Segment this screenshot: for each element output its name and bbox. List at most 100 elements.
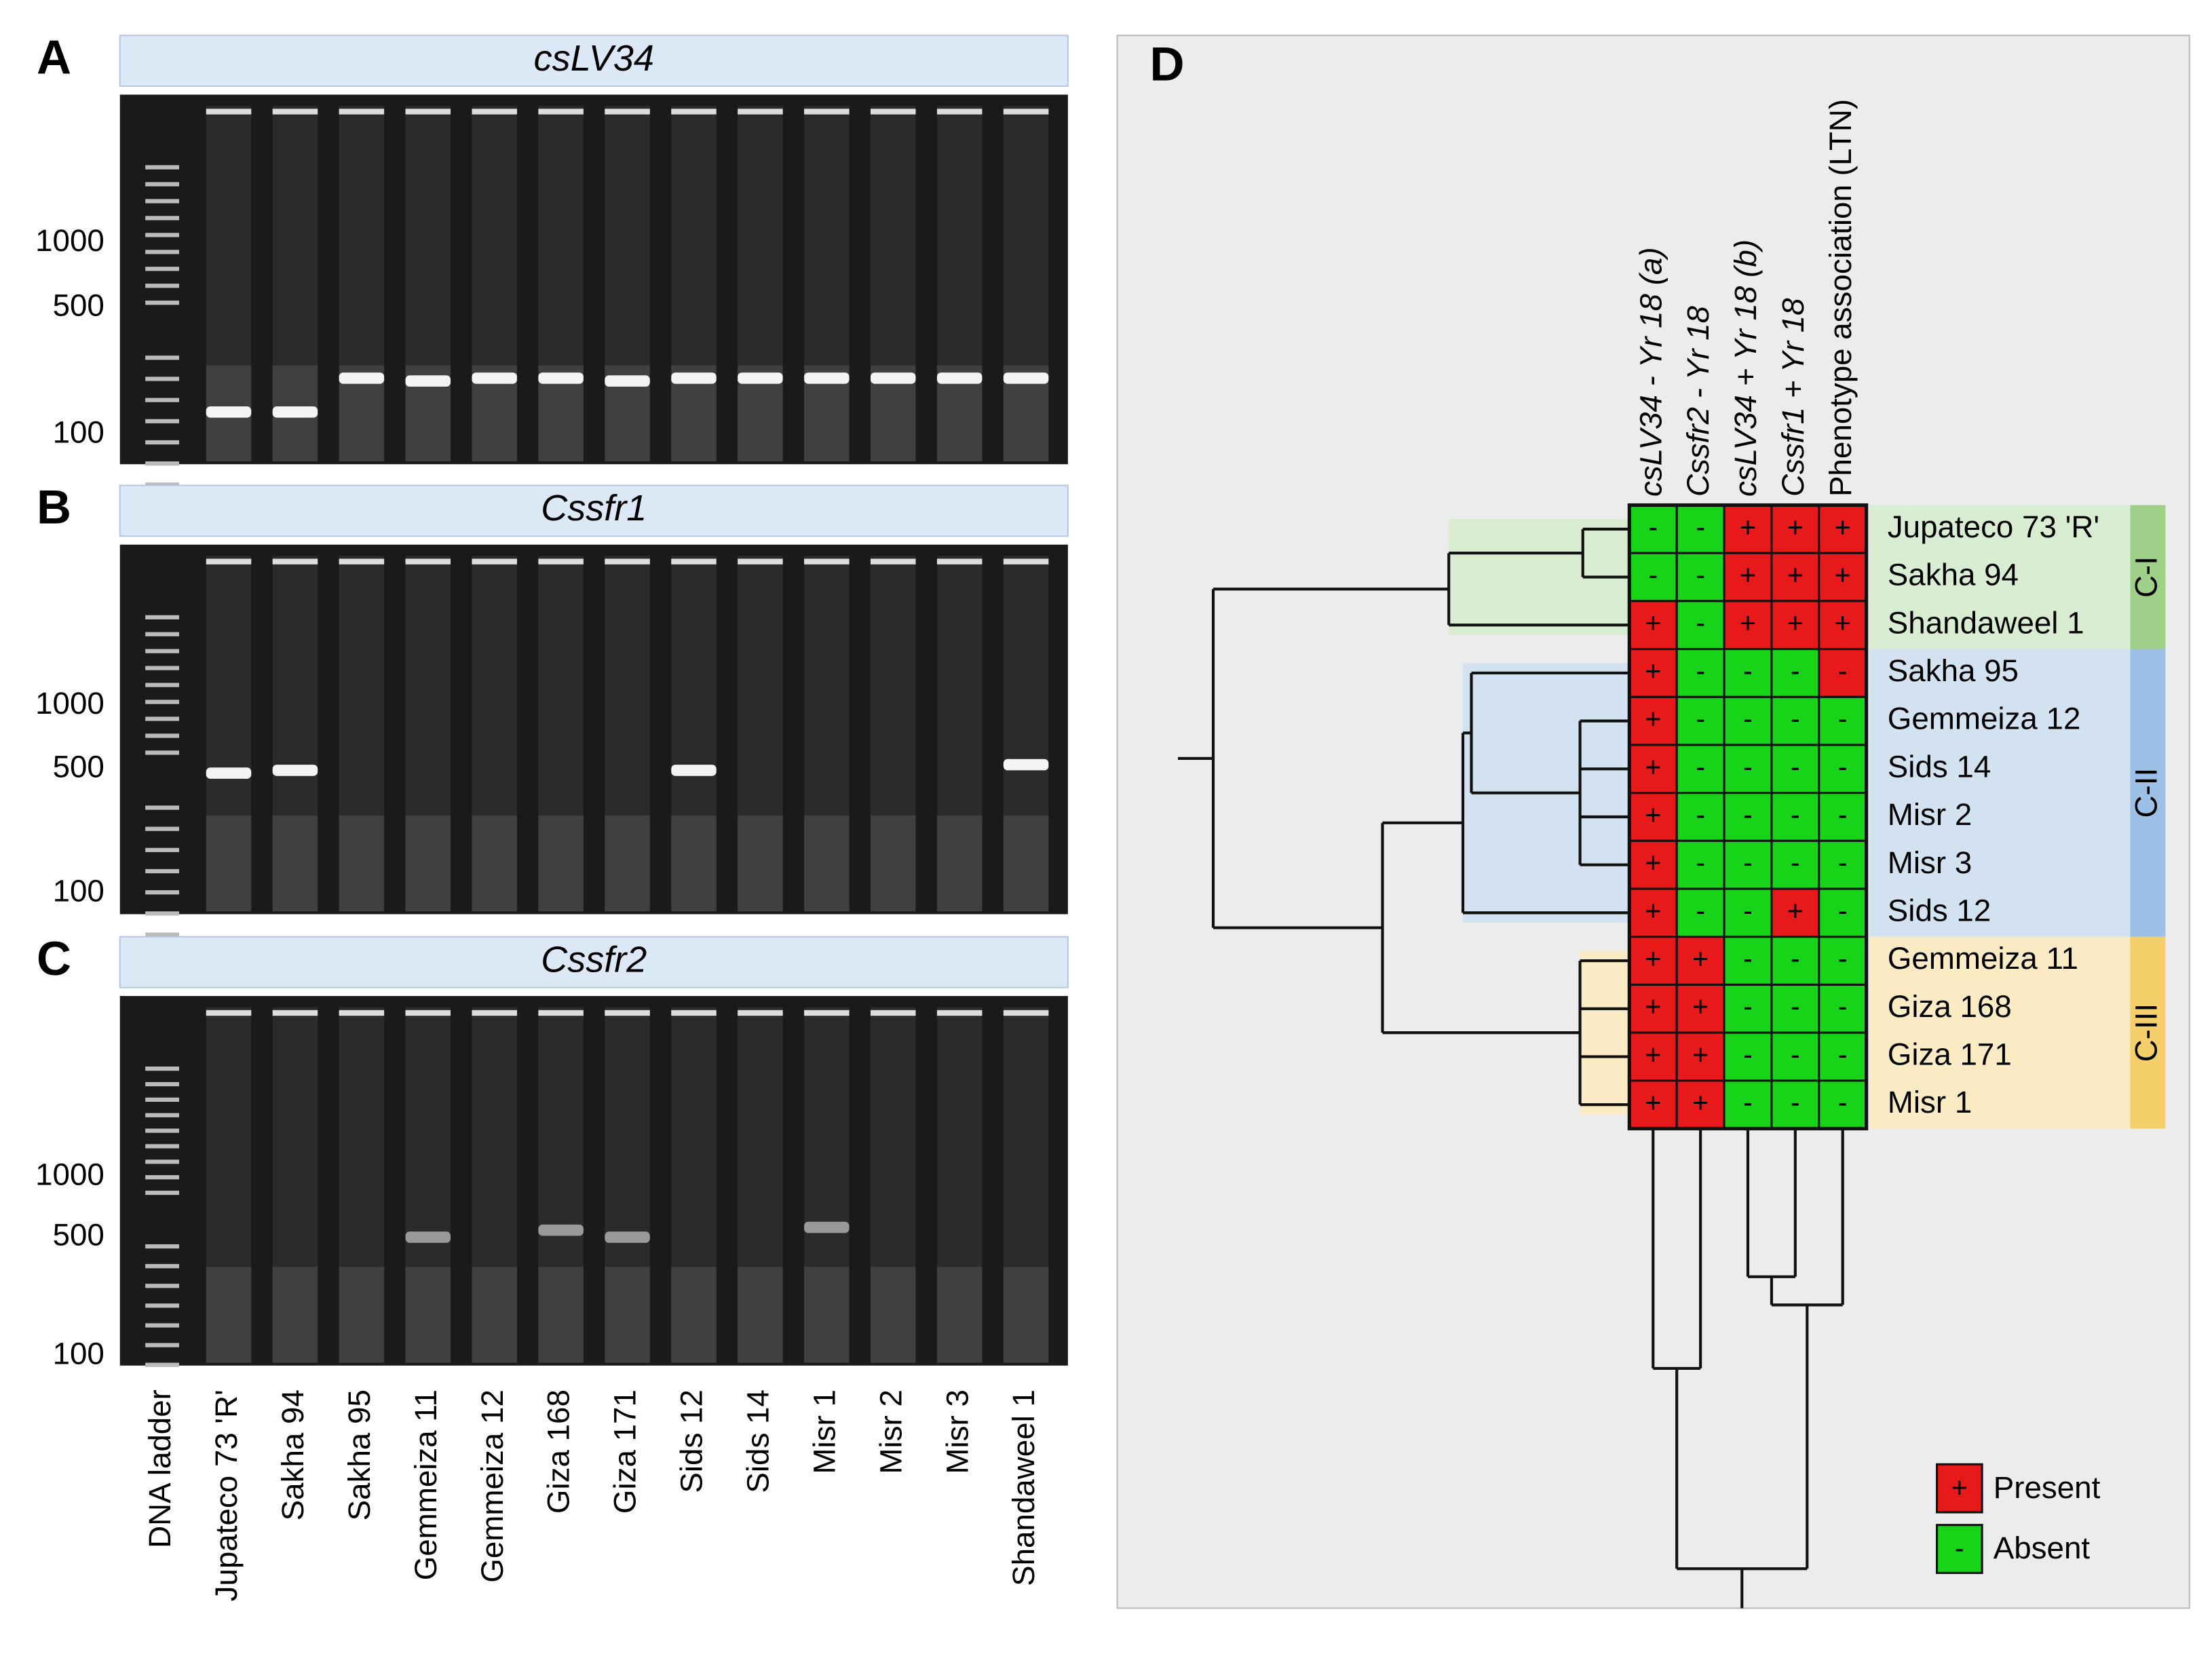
cluster-strip <box>2130 936 2166 1129</box>
cell-sign: - <box>1743 750 1753 782</box>
cell-sign: - <box>1648 511 1658 543</box>
gel-smear <box>871 815 916 912</box>
ladder-label: 100 <box>53 415 104 450</box>
gel-well <box>538 558 584 564</box>
cluster-label: C-II <box>2129 768 2164 818</box>
lane-label: Giza 168 <box>541 1389 576 1514</box>
heatmap-cell <box>1628 792 1678 842</box>
gel-smear <box>538 815 584 912</box>
cell-sign: + <box>1645 703 1661 735</box>
ladder-band <box>145 377 180 381</box>
gel-band <box>1003 759 1049 771</box>
gel-band <box>538 1224 584 1236</box>
row-label: Giza 171 <box>1888 1037 2012 1072</box>
column-label: csLV34 + Yr 18 (b) <box>1728 239 1763 497</box>
legend-sign: - <box>1955 1532 1964 1564</box>
title-bar <box>119 35 1069 88</box>
legend-swatch <box>1936 1463 1983 1514</box>
ladder-label: 100 <box>53 1336 104 1370</box>
lane-label: DNA ladder <box>142 1389 177 1548</box>
title-bar <box>119 484 1069 537</box>
gel-smear <box>671 1267 717 1363</box>
ladder-band <box>145 440 180 445</box>
gel-band <box>804 372 850 384</box>
ladder-band <box>145 267 180 271</box>
gel-well <box>1003 558 1049 564</box>
cluster-band <box>1869 649 2131 937</box>
cell-sign: + <box>1645 847 1661 879</box>
lane-label: Sids 14 <box>740 1389 775 1493</box>
cell-sign: - <box>1743 1038 1753 1070</box>
ladder-band <box>145 1159 180 1164</box>
cell-sign: + <box>1645 942 1661 974</box>
gel-smear <box>936 815 983 912</box>
gel-band <box>405 375 451 387</box>
gel-image <box>119 996 1068 1366</box>
ladder-band <box>145 1323 180 1328</box>
ladder-band <box>145 1067 180 1071</box>
cell-sign: + <box>1645 655 1661 687</box>
ladder-band <box>145 284 180 288</box>
heatmap-cell <box>1723 1079 1773 1130</box>
gel-band <box>206 406 252 418</box>
cell-sign: + <box>1645 607 1661 638</box>
row-label: Misr 3 <box>1888 845 1972 880</box>
row-label: Sids 14 <box>1888 749 1991 784</box>
ladder-band <box>145 1264 180 1269</box>
gel-well <box>871 109 916 115</box>
cell-sign: + <box>1692 942 1709 974</box>
cell-sign: + <box>1692 1038 1709 1070</box>
cell-sign: - <box>1838 750 1848 782</box>
heatmap-cell <box>1723 600 1773 651</box>
gel-smear <box>605 1267 650 1363</box>
ladder-band <box>145 1128 180 1133</box>
cell-sign: - <box>1743 942 1753 974</box>
gel-well <box>738 558 783 564</box>
row-label: Misr 1 <box>1888 1085 1972 1119</box>
ladder-label: 500 <box>53 749 104 784</box>
ladder-band <box>145 250 180 254</box>
cell-sign: + <box>1740 559 1756 591</box>
cell-sign: + <box>1835 607 1851 638</box>
heatmap-cell <box>1723 744 1773 794</box>
row-label: Sakha 94 <box>1888 558 2019 592</box>
cell-sign: - <box>1696 607 1705 638</box>
ladder-band <box>145 615 180 619</box>
row-label: Sakha 95 <box>1888 653 2019 688</box>
column-label: Phenotype association (LTN) <box>1823 99 1858 497</box>
ladder-band <box>145 1343 180 1347</box>
gel-band <box>472 372 517 384</box>
panel-letter: D <box>1149 37 1184 91</box>
lane-label: Jupateco 73 'R' <box>209 1389 244 1601</box>
gel-smear <box>871 1267 916 1363</box>
ladder-band <box>145 750 180 755</box>
ladder-band <box>145 199 180 204</box>
row-label: Misr 2 <box>1888 797 1972 832</box>
gel-well <box>804 109 850 115</box>
ladder-band <box>145 716 180 721</box>
lane-label: Misr 2 <box>873 1389 908 1474</box>
cell-sign: + <box>1645 1086 1661 1118</box>
gel-well <box>871 558 916 564</box>
ladder-band <box>145 683 180 687</box>
ladder-band <box>145 356 180 360</box>
cell-sign: - <box>1838 847 1848 879</box>
row-label: Sids 12 <box>1888 893 1991 927</box>
cell-sign: - <box>1791 703 1800 735</box>
lane-label: Misr 1 <box>807 1389 841 1474</box>
gel-well <box>1003 1010 1049 1016</box>
heatmap-cell <box>1770 1079 1820 1130</box>
ladder-band <box>145 1244 180 1249</box>
row-label: Shandaweel 1 <box>1888 605 2084 640</box>
gel-well <box>272 109 318 115</box>
gel-well <box>605 558 650 564</box>
row-label: Giza 168 <box>1888 989 2012 1024</box>
ladder-band <box>145 301 180 305</box>
gel-well <box>671 109 717 115</box>
legend-sign: + <box>1951 1472 1968 1503</box>
heatmap-cell <box>1818 792 1868 842</box>
gel-well <box>206 558 252 564</box>
gel-title: Cssfr2 <box>541 939 647 980</box>
gel-well <box>936 109 983 115</box>
